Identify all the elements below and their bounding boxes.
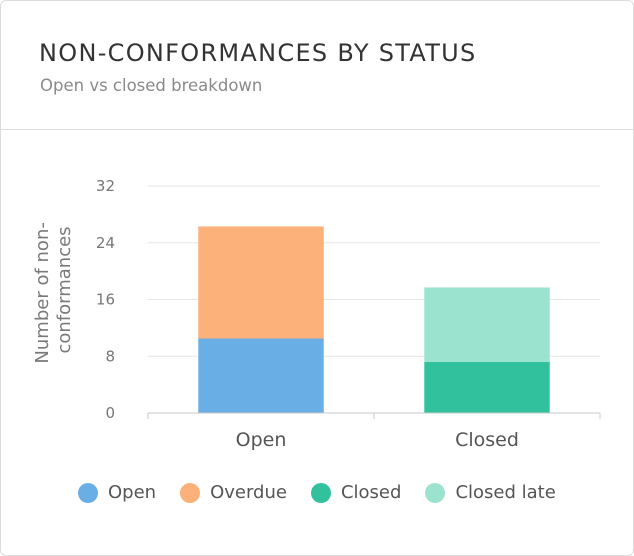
legend-item-open[interactable]: Open (78, 482, 156, 503)
bar-open-overdue[interactable] (198, 226, 324, 339)
x-tick-label-open: Open (236, 429, 287, 451)
legend-swatch-closed-late (425, 482, 446, 503)
legend-swatch-open (78, 482, 98, 503)
y-tick-label-0: 0 (105, 404, 115, 422)
chart-legend: Open Overdue Closed Closed late (78, 482, 580, 503)
y-axis-title-line-1: Number of non- (32, 222, 53, 363)
y-tick-label-32: 32 (96, 177, 115, 195)
legend-item-overdue[interactable]: Overdue (180, 482, 287, 503)
y-tick-label-24: 24 (96, 234, 115, 252)
chart-title: NON-CONFORMANCES BY STATUS (39, 39, 477, 67)
legend-label-open: Open (108, 482, 157, 503)
y-tick-label-16: 16 (96, 291, 115, 309)
legend-item-closed-late[interactable]: Closed late (425, 482, 556, 503)
legend-label-closed-late: Closed late (455, 482, 556, 503)
bar-closed-closed[interactable] (424, 361, 550, 413)
axes: 0 8 16 24 32 Open Closed (96, 177, 601, 451)
y-axis-title-line-2: conformances (54, 226, 75, 353)
y-tick-label-8: 8 (105, 347, 115, 365)
y-axis-title: Number of non- conformances (32, 216, 75, 363)
legend-item-closed[interactable]: Closed (310, 482, 402, 503)
legend-swatch-overdue (180, 482, 201, 503)
bars (198, 226, 550, 413)
card-header: NON-CONFORMANCES BY STATUS Open vs close… (1, 1, 633, 130)
bar-closed-closed-late[interactable] (424, 287, 550, 362)
bar-open-open[interactable] (198, 338, 324, 413)
x-tick-label-closed: Closed (455, 429, 519, 451)
legend-label-closed: Closed (340, 482, 402, 503)
legend-label-overdue: Overdue (210, 482, 287, 503)
chart-subtitle: Open vs closed breakdown (40, 76, 263, 95)
legend-swatch-closed (310, 482, 331, 503)
